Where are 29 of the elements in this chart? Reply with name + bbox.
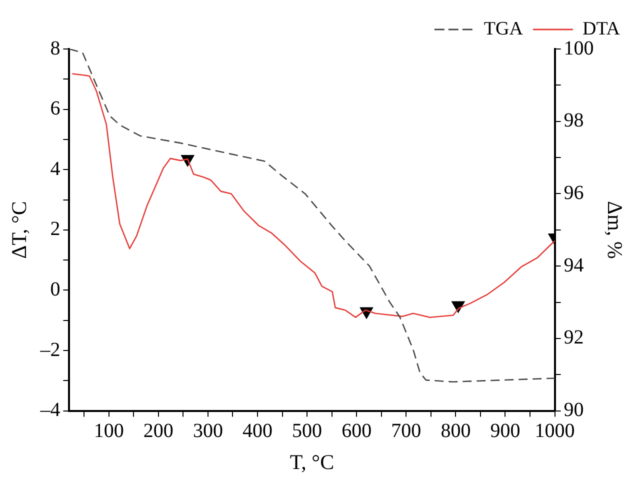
y-tick-label: –4 [39, 399, 60, 422]
x-tick-label: 600 [342, 420, 372, 442]
y2-tick-label: 94 [564, 254, 584, 276]
x-tick-label: 800 [440, 420, 471, 442]
x-tick-label: 500 [292, 420, 322, 442]
y2-tick-label: 92 [564, 326, 584, 349]
y-tick-label: –2 [39, 338, 60, 361]
x-tick-label: 400 [242, 420, 272, 442]
x-tick-label: 200 [143, 420, 174, 442]
y-axis-title: ΔT, °C [7, 201, 32, 259]
y-tick-label: 0 [50, 278, 60, 300]
y2-axis-title: Δm, % [602, 200, 627, 259]
legend-label: TGA [484, 18, 524, 40]
y2-tick-label: 100 [564, 37, 594, 60]
x-tick-label: 900 [490, 420, 520, 442]
x-tick-label: 700 [391, 420, 422, 442]
x-tick-label: 100 [94, 420, 124, 442]
x-axis-title: T, °C [290, 450, 334, 474]
line-series [69, 49, 555, 383]
y2-tick-label: 90 [564, 399, 584, 422]
x-tick-label: 300 [192, 420, 223, 442]
y-tick-label: 6 [50, 98, 60, 120]
x-tick-label: 1000 [534, 420, 575, 442]
y-tick-label: 4 [50, 158, 60, 180]
y-tick-label: 8 [50, 37, 60, 60]
y2-tick-label: 96 [564, 182, 584, 204]
legend-label: DTA [582, 18, 620, 40]
y-tick-label: 2 [50, 218, 60, 240]
y2-tick-label: 98 [564, 110, 584, 132]
